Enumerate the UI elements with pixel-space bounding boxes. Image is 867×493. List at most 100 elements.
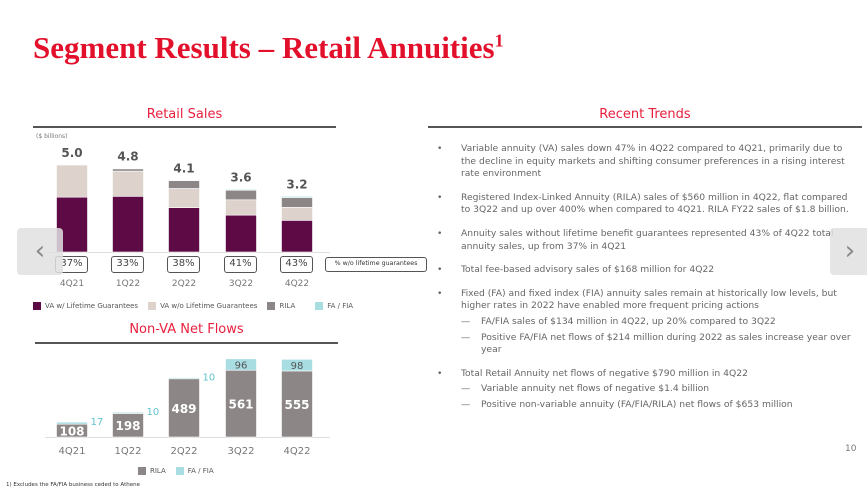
next-slide-button[interactable]: ›: [830, 228, 867, 275]
trend-sub-bullet: — Positive FA/FIA net flows of $214 milli…: [461, 332, 857, 357]
total-label: 3.2: [286, 177, 307, 191]
trend-text: Total fee-based advisory sales of $168 m…: [461, 264, 715, 276]
total-label: 4.8: [117, 149, 138, 163]
bullet-icon: •: [437, 191, 443, 203]
page-title: Segment Results – Retail Annuities1: [33, 30, 504, 65]
trend-sub-text: Variable annuity net flows of negative $…: [481, 383, 710, 395]
bullet-icon: •: [437, 227, 443, 239]
trend-text: Fixed (FA) and fixed index (FIA) annuity…: [461, 287, 837, 312]
bar-segment: [225, 369, 257, 438]
bar-segment: [168, 188, 200, 208]
bar-segment: [112, 196, 144, 253]
dash-icon: —: [461, 331, 471, 343]
trend-sub-bullet: — FA/FIA sales of $134 million in 4Q22, u…: [461, 316, 857, 329]
data-label: 555: [284, 398, 309, 412]
divider: [33, 126, 336, 128]
bar-segment: [112, 411, 144, 414]
trend-bullet: • Fixed (FA) and fixed index (FIA) annuit…: [437, 288, 857, 313]
bar-segment: [281, 206, 313, 221]
recent-trends-heading: Recent Trends: [599, 107, 691, 122]
dash-icon: —: [461, 383, 471, 395]
x-tick-label: 1Q22: [116, 279, 140, 289]
trend-sub-text: Positive non-variable annuity (FA/FIA/RI…: [481, 398, 793, 410]
prev-slide-button[interactable]: ‹: [17, 228, 63, 275]
trend-sub-text: FA/FIA sales of $134 million in 4Q22, up…: [481, 315, 776, 327]
trend-text: Annuity sales without lifetime benefit g…: [461, 227, 834, 252]
trend-bullet: • Total Retail Annuity net flows of negat…: [437, 368, 857, 381]
bar-segment: [225, 189, 257, 201]
data-label: 198: [115, 419, 140, 433]
legend-item: RILA: [267, 302, 295, 310]
page-number: 10: [845, 444, 857, 454]
non-va-heading: Non-VA Net Flows: [129, 322, 244, 337]
data-label: 98: [291, 361, 304, 372]
bar-segment: [225, 214, 257, 253]
data-label: 108: [59, 425, 84, 439]
legend-item: FA / FIA: [315, 302, 353, 310]
pct-badge: 41%: [224, 256, 257, 273]
pct-badge: 33%: [111, 256, 144, 273]
trend-bullet: • Variable annuity (VA) sales down 47% in…: [437, 143, 857, 181]
x-tick-label: 4Q22: [284, 446, 311, 457]
bar-segment: [225, 358, 257, 371]
trend-text: Total Retail Annuity net flows of negati…: [461, 367, 748, 379]
bar-segment: [281, 358, 313, 372]
trend-text: Registered Index-Linked Annuity (RILA) s…: [461, 191, 849, 216]
bar-segment: [225, 199, 257, 216]
bullet-icon: •: [437, 287, 443, 299]
bar-segment: [56, 421, 88, 425]
bar-segment: [168, 378, 200, 438]
legend-item: FA / FIA: [175, 467, 214, 475]
data-label: 561: [228, 398, 253, 412]
trend-sub-bullet: — Positive non-variable annuity (FA/FIA/R…: [461, 399, 857, 412]
x-tick-label: 2Q22: [171, 446, 198, 457]
bar-segment: [168, 207, 200, 253]
total-label: 4.1: [173, 162, 194, 176]
recent-trends-list: • Variable annuity (VA) sales down 47% in…: [437, 143, 857, 423]
data-label: 17: [91, 417, 104, 428]
bullet-icon: •: [437, 367, 443, 379]
total-label: 5.0: [61, 146, 82, 160]
bullet-icon: •: [437, 143, 443, 154]
trend-sub-bullet: — Variable annuity net flows of negative …: [461, 383, 857, 396]
trend-bullet: • Registered Index-Linked Annuity (RILA) …: [437, 192, 857, 217]
x-tick-label: 4Q21: [60, 279, 84, 289]
chevron-right-icon: ›: [844, 236, 856, 266]
bar-segment: [225, 189, 257, 191]
legend-item: VA w/o Lifetime Guarantees: [148, 302, 257, 310]
divider: [35, 342, 338, 344]
bar-segment: [281, 196, 313, 198]
legend-item: VA w/ Lifetime Guarantees: [33, 302, 138, 310]
legend-item: RILA: [138, 467, 166, 475]
divider: [428, 126, 862, 128]
x-tick-label: 3Q22: [229, 279, 253, 289]
data-label: 10: [203, 373, 216, 384]
pct-wo-guarantees-label: % w/o lifetime guarantees: [325, 257, 427, 272]
bar-segment: [168, 377, 200, 380]
bar-segment: [281, 370, 313, 438]
data-label: 10: [147, 407, 160, 418]
x-tick-label: 4Q21: [59, 446, 86, 457]
pct-badge: 38%: [167, 256, 200, 273]
trend-sub-text: Positive FA/FIA net flows of $214 millio…: [481, 331, 851, 356]
bullet-icon: •: [437, 264, 443, 276]
bar-segment: [112, 170, 144, 197]
bar-segment: [112, 168, 144, 172]
units-label: ($ billions): [36, 133, 68, 140]
trend-bullet: • Annuity sales without lifetime benefit …: [437, 228, 857, 253]
bar-segment: [168, 180, 200, 189]
retail-legend: VA w/ Lifetime Guarantees VA w/o Lifetim…: [33, 302, 353, 310]
data-label: 96: [235, 361, 248, 372]
dash-icon: —: [461, 315, 471, 327]
retail-sales-heading: Retail Sales: [146, 107, 223, 122]
x-tick-label: 2Q22: [172, 279, 196, 289]
total-label: 3.6: [230, 170, 251, 184]
x-tick-label: 3Q22: [228, 446, 255, 457]
trend-bullet: • Total fee-based advisory sales of $168 …: [437, 264, 857, 277]
dash-icon: —: [461, 398, 471, 410]
x-tick-label: 4Q22: [285, 279, 309, 289]
footnote: 1) Excludes the FA/FIA business ceded to…: [6, 482, 140, 488]
data-label: 489: [171, 402, 196, 416]
nonva-legend: RILA FA / FIA: [138, 467, 214, 475]
